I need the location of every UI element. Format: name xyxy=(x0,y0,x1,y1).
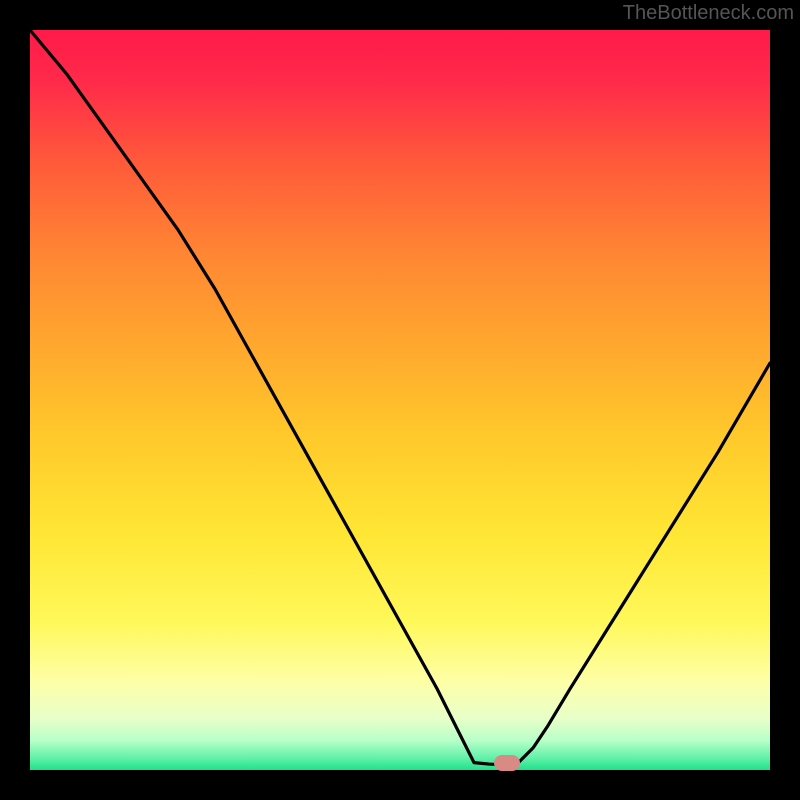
plot-area xyxy=(30,30,770,770)
bottleneck-curve xyxy=(30,30,770,770)
optimum-marker xyxy=(494,755,520,771)
watermark-text: TheBottleneck.com xyxy=(623,2,794,25)
